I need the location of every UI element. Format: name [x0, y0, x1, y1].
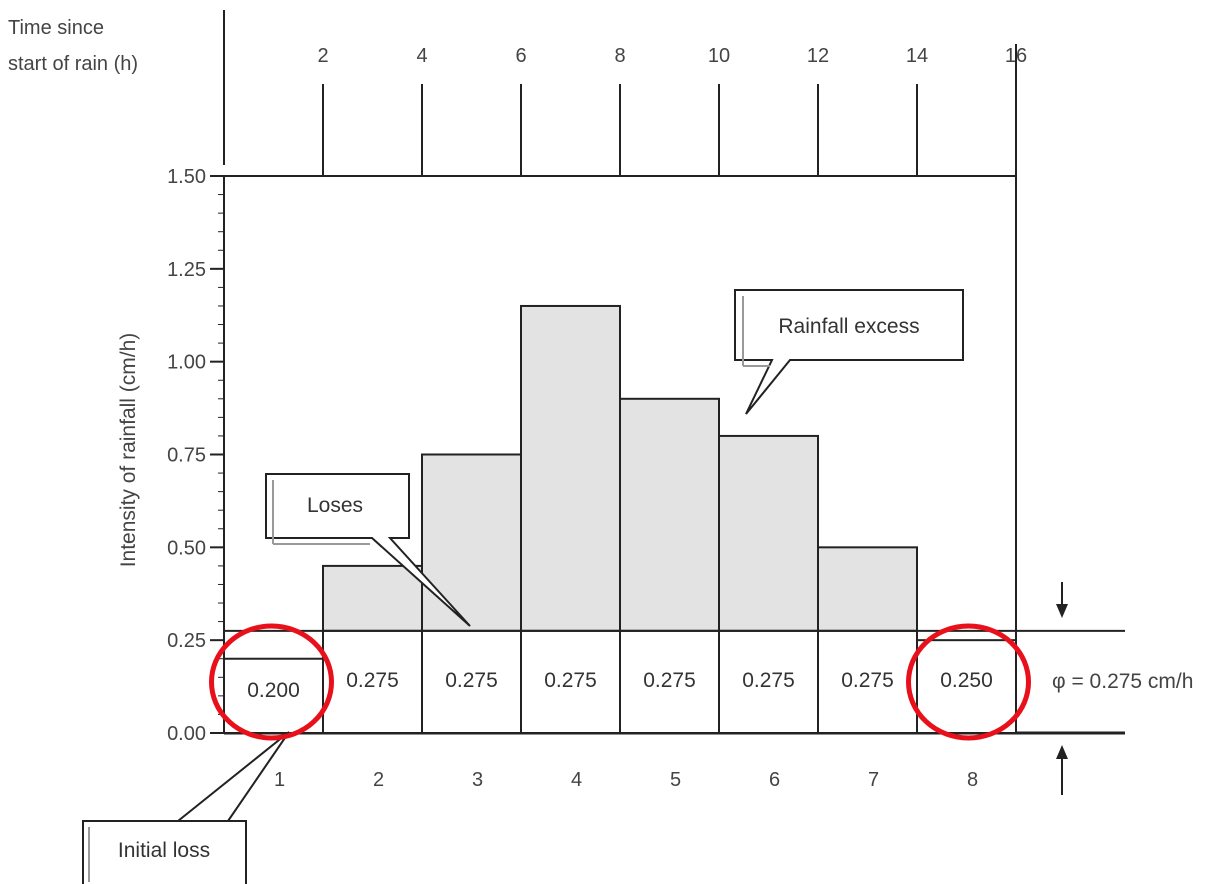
- losses-callout-box: [265, 473, 471, 627]
- y-axis-ticks: 0.00 0.25 0.50 0.75 1.00 1.25 1.50: [167, 166, 224, 745]
- rainfall-excess-callout-shadow: [742, 296, 770, 367]
- loss-value-2: 0.275: [346, 669, 399, 692]
- highlight-circles: [209, 623, 1031, 741]
- loss-cell-5: [619, 629, 720, 735]
- bar-interval-5: [619, 397, 720, 632]
- bar-interval-6: [718, 434, 819, 632]
- rainfall-excess-bars: [322, 304, 918, 632]
- loss-cells: 0.200 0.275 0.275 0.275 0.275 0.275 0.275 0.250: [223, 629, 1017, 735]
- loss-value-3: 0.275: [445, 669, 498, 692]
- y-axis-label: Intensity of rainfall (cm/h): [117, 333, 140, 568]
- phi-arrow-bottom-head: [1056, 745, 1068, 759]
- interval-label-3: 3: [472, 769, 483, 791]
- y-tick-label-0.25: 0.25: [167, 630, 206, 652]
- losses-callout: Loses: [265, 473, 471, 627]
- bar-interval-3: [421, 453, 522, 632]
- bar-interval-7: [817, 546, 918, 632]
- time-axis-label-line2: start of rain (h): [8, 53, 138, 75]
- time-tick-label-14: 14: [906, 45, 928, 67]
- phi-index-label: φ = 0.275 cm/h: [1052, 670, 1193, 693]
- time-tick-label-6: 6: [515, 45, 526, 67]
- loss-cell-4: [520, 629, 621, 735]
- initial-loss-callout-box: [82, 731, 290, 884]
- loss-value-4: 0.275: [544, 669, 597, 692]
- loss-cell-1: [223, 657, 324, 735]
- initial-loss-callout: Initial loss: [82, 731, 290, 884]
- loss-cell-2: [322, 629, 423, 735]
- loss-value-8: 0.250: [940, 669, 993, 692]
- time-axis-label-line1: Time since: [8, 17, 104, 39]
- interval-label-5: 5: [670, 769, 681, 791]
- highlight-circle-interval-8: [906, 623, 1031, 741]
- initial-loss-label: Initial loss: [118, 839, 210, 862]
- rainfall-excess-callout: Rainfall excess: [734, 289, 964, 415]
- losses-label: Loses: [307, 494, 363, 517]
- y-tick-label-0.50: 0.50: [167, 537, 206, 559]
- y-tick-label-0.75: 0.75: [167, 445, 206, 467]
- interval-label-7: 7: [868, 769, 879, 791]
- loss-cell-3: [421, 629, 522, 735]
- loss-cell-6: [718, 629, 819, 735]
- loss-value-5: 0.275: [643, 669, 696, 692]
- loss-cell-8: [916, 639, 1017, 735]
- time-tick-label-8: 8: [614, 45, 625, 67]
- losses-callout-shadow: [272, 480, 370, 545]
- interval-label-2: 2: [373, 769, 384, 791]
- interval-label-8: 8: [967, 769, 978, 791]
- bar-interval-4: [520, 304, 621, 632]
- bar-interval-2: [322, 564, 423, 632]
- interval-label-1: 1: [274, 769, 285, 791]
- y-tick-label-1.50: 1.50: [167, 166, 206, 188]
- interval-labels: 1 2 3 4 5 6 7 8: [274, 769, 978, 791]
- time-tick-label-2: 2: [317, 45, 328, 67]
- time-tick-label-10: 10: [708, 45, 730, 67]
- interval-label-4: 4: [571, 769, 582, 791]
- time-axis: Time since start of rain (h) 2 4 6 8 10 12 14 1…: [8, 10, 1027, 176]
- phi-arrow-top-head: [1056, 604, 1068, 618]
- loss-value-7: 0.275: [841, 669, 894, 692]
- rainfall-excess-label: Rainfall excess: [778, 315, 919, 338]
- rainfall-excess-callout-box: [734, 289, 964, 415]
- loss-value-1: 0.200: [247, 679, 300, 702]
- time-tick-label-4: 4: [416, 45, 427, 67]
- interval-label-6: 6: [769, 769, 780, 791]
- time-tick-label-12: 12: [807, 45, 829, 67]
- phi-index-annotation: φ = 0.275 cm/h: [1052, 582, 1193, 795]
- highlight-circle-interval-1: [209, 623, 334, 741]
- y-tick-label-1.00: 1.00: [167, 352, 206, 374]
- y-tick-label-0.00: 0.00: [167, 723, 206, 745]
- loss-value-6: 0.275: [742, 669, 795, 692]
- y-tick-label-1.25: 1.25: [167, 259, 206, 281]
